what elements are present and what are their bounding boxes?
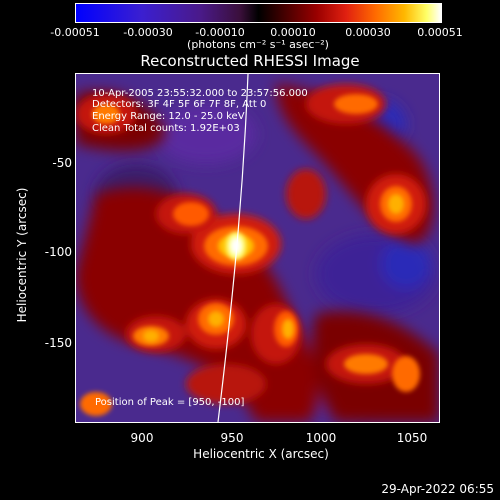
solar-limb-line bbox=[217, 74, 249, 422]
x-tick: 900 bbox=[130, 431, 154, 445]
x-tick: 1050 bbox=[396, 431, 428, 445]
x-tick: 950 bbox=[220, 431, 244, 445]
date-stamp: 29-Apr-2022 06:55 bbox=[381, 482, 494, 496]
colorbar-tick: 0.00010 bbox=[270, 26, 316, 39]
y-tick: -100 bbox=[44, 245, 72, 259]
colorbar bbox=[75, 3, 442, 23]
colorbar-tick: -0.00010 bbox=[195, 26, 245, 39]
colorbar-tick: 0.00051 bbox=[417, 26, 463, 39]
info-energy: Energy Range: 12.0 - 25.0 keV bbox=[92, 111, 245, 122]
x-axis-label: Heliocentric X (arcsec) bbox=[193, 447, 329, 461]
colorbar-units: (photons cm⁻² s⁻¹ asec⁻²) bbox=[187, 38, 329, 51]
colorbar-tick: 0.00030 bbox=[345, 26, 391, 39]
plot-title: Reconstructed RHESSI Image bbox=[140, 52, 360, 70]
info-peak: Position of Peak = [950, -100] bbox=[95, 397, 245, 408]
info-detectors: Detectors: 3F 4F 5F 6F 7F 8F, Att 0 bbox=[92, 99, 267, 110]
y-axis-label: Heliocentric Y (arcsec) bbox=[15, 187, 29, 323]
info-time: 10-Apr-2005 23:55:32.000 to 23:57:56.000 bbox=[92, 88, 308, 99]
colorbar-tick: -0.00030 bbox=[123, 26, 173, 39]
x-tick: 1000 bbox=[305, 431, 337, 445]
y-tick: -150 bbox=[44, 336, 72, 350]
rhessi-image bbox=[75, 73, 440, 423]
colorbar-tick: -0.00051 bbox=[50, 26, 100, 39]
y-tick: -50 bbox=[52, 156, 72, 170]
info-clean: Clean Total counts: 1.92E+03 bbox=[92, 123, 240, 134]
